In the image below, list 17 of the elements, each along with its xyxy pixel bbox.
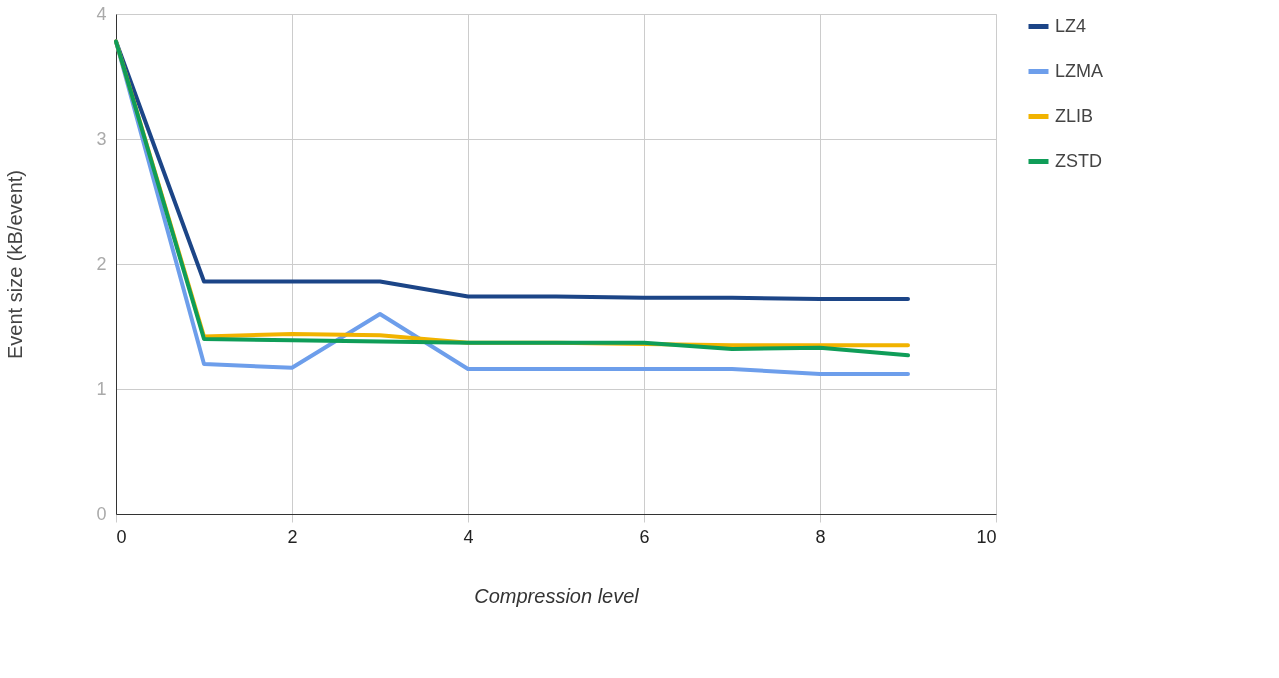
x-tick-label: 4 — [463, 526, 474, 547]
y-tick-label: 4 — [96, 3, 107, 24]
x-tick-label: 8 — [815, 526, 826, 547]
x-tick-label: 2 — [287, 526, 298, 547]
y-tick-label: 0 — [96, 503, 107, 524]
legend-label: ZLIB — [1055, 105, 1094, 126]
x-tick-label: 0 — [116, 526, 127, 547]
y-tick-label: 1 — [96, 378, 107, 399]
x-axis-title: Compression level — [474, 584, 640, 607]
legend-label: LZ4 — [1055, 15, 1087, 36]
y-tick-label: 2 — [96, 253, 107, 274]
legend-label: LZMA — [1055, 60, 1104, 81]
x-tick-label: 6 — [639, 526, 650, 547]
y-tick-label: 3 — [96, 128, 107, 149]
y-axis-title: Event size (kB/event) — [4, 170, 27, 359]
legend-label: ZSTD — [1055, 150, 1102, 171]
x-tick-label: 10 — [976, 526, 997, 547]
